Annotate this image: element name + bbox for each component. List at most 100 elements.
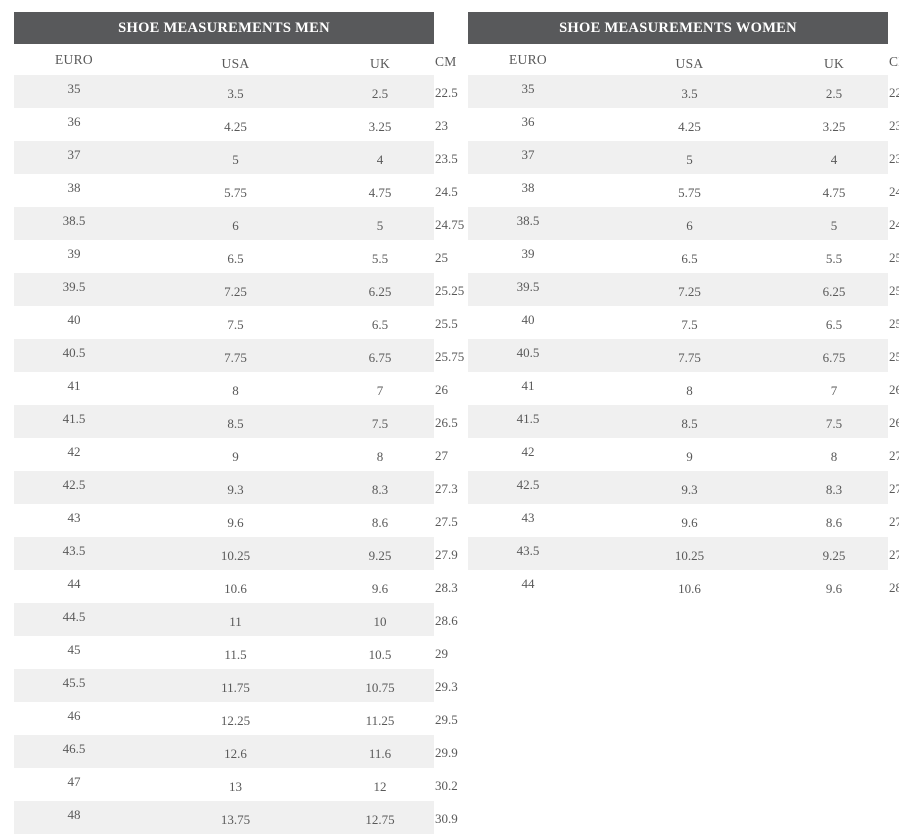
cell-usa: 6 (686, 217, 693, 233)
cell-usa: 11 (229, 613, 242, 629)
table-row: 36 4.25 3.25 23 (14, 108, 448, 141)
cell-uk: 8.6 (825, 514, 843, 530)
cell-uk: 5.5 (371, 250, 389, 266)
cell-uk: 2.5 (825, 85, 843, 101)
column-header-uk: UK (823, 55, 845, 71)
cell-euro: 40 (521, 311, 535, 327)
cell-cm: 25.5 (889, 315, 899, 331)
cell-euro: 43 (521, 509, 535, 525)
table-row: 47 13 12 30.2 (14, 768, 458, 801)
cell-usa: 12.6 (224, 745, 247, 761)
cell-uk: 7 (830, 382, 838, 398)
cell-cm: 24.75 (889, 216, 899, 232)
cell-cm: 27 (435, 447, 448, 463)
cell-usa: 8 (232, 382, 239, 398)
table-row: 45.5 11.75 10.75 29.3 (14, 669, 458, 702)
cell-euro: 42 (521, 443, 535, 459)
cell-cm: 25.25 (435, 282, 465, 298)
cell-uk: 6.75 (822, 349, 846, 365)
table-row: 39.5 7.25 6.25 25.25 (468, 273, 899, 306)
cell-usa: 7.25 (678, 283, 701, 299)
cell-cm: 23 (435, 117, 448, 133)
cell-cm: 29.5 (435, 711, 458, 727)
table-row: 39 6.5 5.5 25 (468, 240, 899, 273)
cell-cm: 25.25 (889, 282, 899, 298)
cell-usa: 3.5 (227, 85, 244, 101)
cell-usa: 9.3 (227, 481, 244, 497)
cell-usa: 8 (686, 382, 693, 398)
cell-uk: 4 (830, 151, 838, 167)
cell-usa: 10.25 (220, 547, 251, 563)
cell-cm: 27.5 (435, 513, 458, 529)
cell-euro: 43.5 (62, 542, 86, 558)
table-row: 44 10.6 9.6 28.3 (468, 570, 899, 603)
table-row: 42.5 9.3 8.3 27.3 (14, 471, 458, 504)
cell-euro: 39.5 (62, 278, 86, 294)
table-row: 37 5 4 23.5 (468, 141, 899, 174)
table-row: 45 11.5 10.5 29 (14, 636, 448, 669)
cell-cm: 25 (889, 249, 899, 265)
table-row: 36 4.25 3.25 23 (468, 108, 899, 141)
cell-cm: 27.3 (889, 480, 899, 496)
cell-euro: 42.5 (62, 476, 86, 492)
mens-size-table: SHOE MEASUREMENTS MEN EURO USA UK CM 35 3… (14, 0, 464, 834)
column-header-usa: USA (675, 55, 704, 71)
cell-euro: 47 (67, 773, 81, 789)
cell-usa: 13.75 (220, 811, 251, 827)
table-row: 38.5 6 5 24.75 (468, 207, 899, 240)
table-row: 35 3.5 2.5 22.5 (14, 75, 458, 108)
cell-cm: 29.3 (435, 678, 458, 694)
cell-uk: 9.6 (825, 580, 843, 596)
cell-euro: 35 (67, 80, 81, 96)
cell-uk: 10.5 (368, 646, 392, 662)
cell-uk: 8 (830, 448, 838, 464)
table-row: 48 13.75 12.75 30.9 (14, 801, 458, 834)
table-row: 38 5.75 4.75 24.5 (14, 174, 458, 207)
cell-usa: 8.5 (681, 415, 698, 431)
cell-uk: 2.5 (371, 85, 389, 101)
cell-euro: 46 (67, 707, 81, 723)
cell-uk: 6.5 (371, 316, 389, 332)
table-row: 41 8 7 26 (14, 372, 448, 405)
cell-usa: 11.5 (224, 646, 247, 662)
cell-usa: 3.5 (681, 85, 698, 101)
table-row: 39 6.5 5.5 25 (14, 240, 448, 273)
column-header-euro: EURO (509, 51, 547, 67)
cell-usa: 9 (232, 448, 239, 464)
cell-euro: 42.5 (516, 476, 540, 492)
cell-euro: 40 (67, 311, 81, 327)
cell-euro: 44 (521, 575, 535, 591)
table-row: 35 3.5 2.5 22.5 (468, 75, 899, 108)
cell-euro: 36 (67, 113, 81, 129)
cell-uk: 8.3 (371, 481, 389, 497)
table-row: 42.5 9.3 8.3 27.3 (468, 471, 899, 504)
cell-cm: 26 (435, 381, 448, 397)
cell-usa: 6.5 (681, 250, 698, 266)
cell-euro: 36 (521, 113, 535, 129)
cell-uk: 9.25 (822, 547, 846, 563)
cell-cm: 25.75 (435, 348, 465, 364)
table-row: 40 7.5 6.5 25.5 (468, 306, 899, 339)
cell-cm: 24.5 (889, 183, 899, 199)
cell-usa: 5 (232, 151, 239, 167)
cell-uk: 6.5 (825, 316, 843, 332)
cell-uk: 10.75 (365, 679, 395, 695)
cell-cm: 30.9 (435, 810, 458, 826)
cell-euro: 38 (67, 179, 81, 195)
cell-usa: 4.25 (224, 118, 247, 134)
cell-uk: 9.6 (371, 580, 389, 596)
cell-euro: 37 (521, 146, 535, 162)
cell-uk: 12 (373, 778, 387, 794)
cell-usa: 6 (232, 217, 239, 233)
column-header-usa: USA (221, 55, 250, 71)
cell-euro: 43.5 (516, 542, 540, 558)
cell-usa: 12.25 (220, 712, 251, 728)
cell-uk: 4.75 (368, 184, 392, 200)
table-row: 41.5 8.5 7.5 26.5 (14, 405, 458, 438)
cell-euro: 41.5 (62, 410, 86, 426)
cell-euro: 41 (67, 377, 81, 393)
cell-uk: 3.25 (822, 118, 846, 134)
cell-cm: 25 (435, 249, 448, 265)
table-row: 43.5 10.25 9.25 27.9 (468, 537, 899, 570)
cell-euro: 45.5 (62, 674, 86, 690)
